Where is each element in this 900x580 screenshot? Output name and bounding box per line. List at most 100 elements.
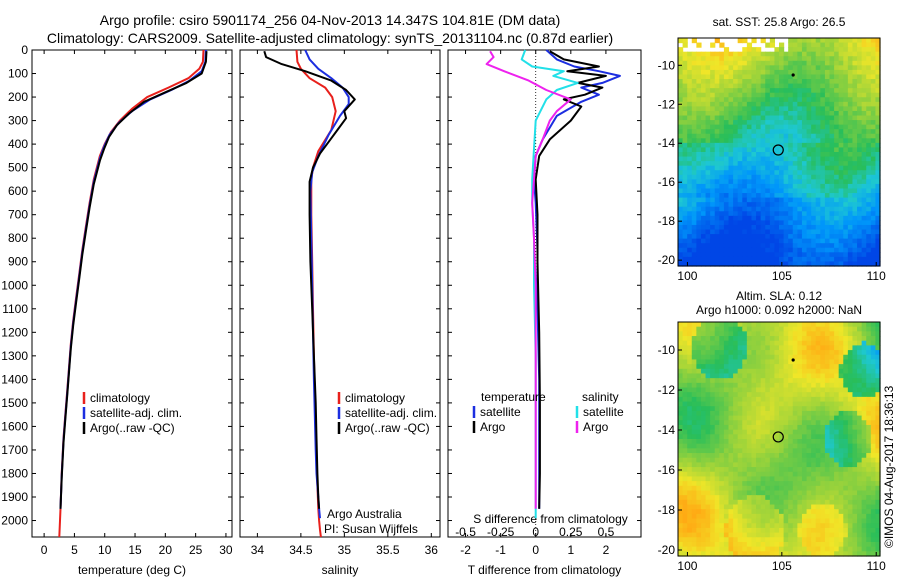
salinity-legend-label-2: Argo(..raw -QC) bbox=[345, 421, 430, 435]
salinity-legend-label-0: climatology bbox=[345, 391, 405, 405]
salinity-annotation-line-0: Argo Australia bbox=[327, 507, 402, 521]
differences-xtick-label-1: -1 bbox=[495, 543, 506, 557]
temperature-ytick-label-2: 200 bbox=[8, 90, 28, 104]
sla-map-field bbox=[678, 322, 881, 557]
sst-map-float-marker bbox=[772, 144, 784, 156]
sla-map-frame bbox=[677, 321, 881, 557]
sst-map-ytick-label-0: -10 bbox=[658, 58, 676, 72]
temperature-ytick-label-11: 1100 bbox=[2, 302, 28, 316]
temperature-ytick-label-8: 800 bbox=[8, 231, 28, 245]
differences-left-legend-label-0: satellite bbox=[480, 405, 521, 419]
temperature-ytick-label-6: 600 bbox=[8, 184, 28, 198]
sla-map-ytick-label-4: -18 bbox=[658, 503, 676, 517]
temperature-legend-label-2: Argo(..raw -QC) bbox=[90, 421, 175, 435]
sla-map-xtick-label-0: 100 bbox=[677, 559, 697, 573]
temperature-ytick-label-18: 1800 bbox=[1, 466, 28, 480]
sla-map-xtick-label-2: 110 bbox=[867, 559, 886, 573]
temperature-legend-label-1: satellite-adj. clim. bbox=[90, 406, 182, 420]
temperature-ytick-label-3: 300 bbox=[8, 114, 28, 128]
salinity-xtick-label-2: 35 bbox=[338, 543, 352, 557]
temperature-xtick-label-4: 20 bbox=[159, 543, 173, 557]
sst-map-field bbox=[678, 38, 881, 267]
sst-map-xtick-label-0: 100 bbox=[677, 269, 697, 283]
differences-series-s-argo bbox=[485, 50, 572, 509]
differences-xtick-label-3: 1 bbox=[567, 543, 574, 557]
temperature-ytick-label-12: 1200 bbox=[1, 325, 28, 339]
temperature-ytick-label-7: 700 bbox=[8, 208, 28, 222]
differences-stick-label-4: 0.5 bbox=[598, 525, 615, 539]
sst-map-xtick-label-1: 105 bbox=[772, 269, 792, 283]
sst-map-ytick-label-4: -18 bbox=[658, 214, 676, 228]
title-line-2: Climatology: CARS2009. Satellite-adjuste… bbox=[46, 30, 614, 46]
sst-map-xtick-label-2: 110 bbox=[867, 269, 886, 283]
temperature-xtick-label-2: 10 bbox=[98, 543, 112, 557]
temperature-ytick-label-4: 400 bbox=[8, 137, 28, 151]
sla-map-float-marker bbox=[772, 431, 784, 443]
differences-legend-left-title: temperature bbox=[481, 390, 546, 404]
differences-xtick-label-4: 2 bbox=[603, 543, 610, 557]
temperature-ytick-label-15: 1500 bbox=[1, 396, 28, 410]
differences-stick-label-0: -0.5 bbox=[455, 525, 476, 539]
salinity-legend-label-1: satellite-adj. clim. bbox=[345, 406, 437, 420]
temperature-xtick-label-0: 0 bbox=[41, 543, 48, 557]
sst-map-title: sat. SST: 25.8 Argo: 26.5 bbox=[713, 15, 846, 29]
differences-xlabel: T difference from climatology bbox=[468, 563, 622, 577]
salinity-xtick-label-1: 34.5 bbox=[289, 543, 313, 557]
temperature-xtick-label-6: 30 bbox=[219, 543, 233, 557]
sla-map-ytick-label-0: -10 bbox=[658, 343, 676, 357]
sla-map-title-line-1: Argo h1000: 0.092 h2000: NaN bbox=[696, 303, 862, 317]
sla-map-track-point bbox=[791, 358, 795, 362]
imos-watermark: ©IMOS 04-Aug-2017 18:36:13 bbox=[882, 385, 896, 548]
title-line-1: Argo profile: csiro 5901174_256 04-Nov-2… bbox=[99, 12, 561, 28]
temperature-legend-label-0: climatology bbox=[90, 391, 150, 405]
differences-right-legend-label-1: Argo bbox=[583, 420, 609, 434]
sst-map-ytick-label-2: -14 bbox=[658, 136, 676, 150]
sst-map-track-point bbox=[791, 73, 795, 77]
sst-map-frame bbox=[677, 37, 881, 267]
temperature-ytick-label-13: 1300 bbox=[1, 349, 28, 363]
temperature-ytick-label-10: 1000 bbox=[1, 278, 28, 292]
sla-map-title-line-0: Altim. SLA: 0.12 bbox=[736, 289, 822, 303]
temperature-frame bbox=[31, 49, 233, 538]
salinity-xlabel: salinity bbox=[322, 563, 359, 577]
temperature-ytick-label-16: 1600 bbox=[1, 419, 28, 433]
differences-xlabel-top: S difference from climatology bbox=[473, 512, 628, 526]
temperature-ytick-label-0: 0 bbox=[21, 43, 28, 57]
sla-map-ytick-label-1: -12 bbox=[658, 383, 676, 397]
differences-right-legend-label-0: satellite bbox=[583, 405, 624, 419]
temperature-ytick-label-1: 100 bbox=[8, 67, 28, 81]
differences-stick-label-2: 0 bbox=[532, 525, 539, 539]
differences-xtick-label-2: 0 bbox=[532, 543, 539, 557]
temperature-ytick-label-20: 2000 bbox=[1, 514, 28, 528]
temperature-ytick-label-14: 1400 bbox=[1, 372, 28, 386]
temperature-ytick-label-19: 1900 bbox=[1, 490, 28, 504]
temperature-ytick-label-9: 900 bbox=[8, 255, 28, 269]
salinity-annotation-line-1: PI: Susan Wijffels bbox=[324, 522, 418, 536]
sla-map-ytick-label-3: -16 bbox=[658, 463, 676, 477]
temperature-ytick-label-5: 500 bbox=[8, 161, 28, 175]
sst-map-ytick-label-3: -16 bbox=[658, 175, 676, 189]
temperature-xtick-label-5: 25 bbox=[189, 543, 203, 557]
differences-series-t-argo bbox=[534, 50, 607, 509]
salinity-xtick-label-3: 35.5 bbox=[376, 543, 400, 557]
salinity-series-satellite-adj-clim- bbox=[304, 49, 350, 519]
salinity-frame bbox=[239, 49, 441, 538]
sla-map-ytick-label-5: -20 bbox=[658, 543, 676, 557]
differences-stick-label-1: -0.25 bbox=[487, 525, 515, 539]
differences-legend-right-title: salinity bbox=[582, 390, 619, 404]
temperature-xtick-label-3: 15 bbox=[128, 543, 142, 557]
temperature-xtick-label-1: 5 bbox=[71, 543, 78, 557]
sla-map-xtick-label-1: 105 bbox=[772, 559, 792, 573]
salinity-series-argo-raw-qc- bbox=[263, 50, 356, 509]
differences-stick-label-3: 0.25 bbox=[559, 525, 583, 539]
temperature-series-argo-raw-qc- bbox=[59, 51, 208, 509]
differences-xtick-label-0: -2 bbox=[460, 543, 471, 557]
sst-map-ytick-label-5: -20 bbox=[658, 253, 676, 267]
differences-frame bbox=[447, 49, 642, 538]
salinity-xtick-label-4: 36 bbox=[425, 543, 439, 557]
sla-map-ytick-label-2: -14 bbox=[658, 423, 676, 437]
differences-left-legend-label-1: Argo bbox=[480, 420, 506, 434]
salinity-xtick-label-0: 34 bbox=[251, 543, 265, 557]
temperature-ytick-label-17: 1700 bbox=[1, 443, 28, 457]
